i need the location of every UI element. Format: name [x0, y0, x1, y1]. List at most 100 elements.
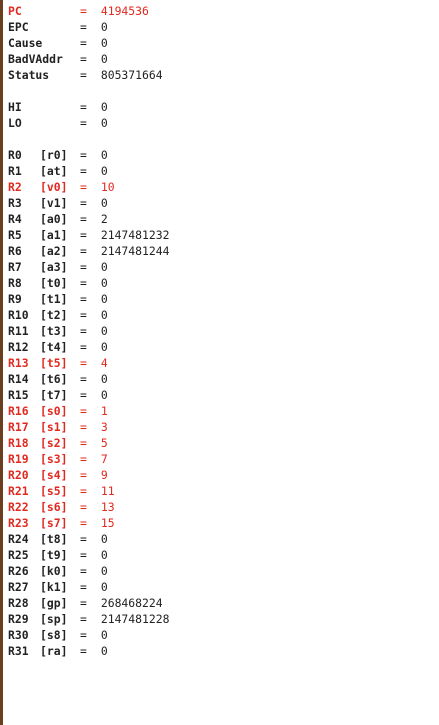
register-row-r17: R17 [s1] = 3: [8, 419, 439, 435]
equals-sign: =: [80, 276, 87, 290]
register-value: 0: [100, 308, 108, 322]
register-name: BadVAddr: [8, 52, 63, 66]
register-value: 0: [100, 388, 108, 402]
register-alias: [ra]: [40, 644, 68, 658]
special-registers: PC = 4194536 EPC = 0 Cause = 0 BadVAddr = 0 Stat…: [8, 3, 439, 83]
register-alias: [t7]: [40, 388, 68, 402]
register-name: R7: [8, 260, 22, 274]
equals-sign: =: [80, 500, 87, 514]
register-name: R1: [8, 164, 22, 178]
register-row-r3: R3 [v1] = 0: [8, 195, 439, 211]
register-row-r6: R6 [a2] = 2147481244: [8, 243, 439, 259]
register-name: R22: [8, 500, 29, 514]
register-panel: PC = 4194536 EPC = 0 Cause = 0 BadVAddr = 0 Stat…: [8, 3, 439, 659]
equals-sign: =: [80, 468, 87, 482]
register-name: R12: [8, 340, 29, 354]
register-row-r14: R14 [t6] = 0: [8, 371, 439, 387]
register-alias: [t9]: [40, 548, 68, 562]
register-name: R17: [8, 420, 29, 434]
equals-sign: =: [80, 452, 87, 466]
register-value: 0: [100, 292, 108, 306]
register-name: R11: [8, 324, 29, 338]
equals-sign: =: [80, 516, 87, 530]
register-value: 9: [100, 468, 108, 482]
equals-sign: =: [80, 228, 87, 242]
special-register-row: Status = 805371664: [8, 67, 439, 83]
equals-sign: =: [80, 404, 87, 418]
hilo-registers: HI = 0 LO = 0: [8, 99, 439, 131]
register-row-r23: R23 [s7] = 15: [8, 515, 439, 531]
equals-sign: =: [80, 324, 87, 338]
register-value: 3: [100, 420, 108, 434]
equals-sign: =: [80, 628, 87, 642]
register-alias: [s3]: [40, 452, 68, 466]
register-value: 0: [100, 36, 108, 50]
equals-sign: =: [80, 68, 87, 82]
equals-sign: =: [80, 116, 87, 130]
register-alias: [s6]: [40, 500, 68, 514]
register-value: 0: [100, 548, 108, 562]
register-value: 0: [100, 52, 108, 66]
register-alias: [s0]: [40, 404, 68, 418]
register-alias: [k1]: [40, 580, 68, 594]
hilo-register-row: HI = 0: [8, 99, 439, 115]
register-name: R13: [8, 356, 29, 370]
section-spacer: [8, 131, 439, 147]
register-alias: [k0]: [40, 564, 68, 578]
register-alias: [t0]: [40, 276, 68, 290]
register-alias: [s5]: [40, 484, 68, 498]
equals-sign: =: [80, 436, 87, 450]
register-value: 2147481232: [100, 228, 170, 242]
register-value: 0: [100, 564, 108, 578]
register-value: 0: [100, 116, 108, 130]
register-row-r26: R26 [k0] = 0: [8, 563, 439, 579]
register-value: 0: [100, 148, 108, 162]
section-spacer: [8, 83, 439, 99]
register-name: R18: [8, 436, 29, 450]
register-row-r30: R30 [s8] = 0: [8, 627, 439, 643]
special-register-row: BadVAddr = 0: [8, 51, 439, 67]
register-name: R19: [8, 452, 29, 466]
register-name: R26: [8, 564, 29, 578]
equals-sign: =: [80, 484, 87, 498]
register-value: 0: [100, 276, 108, 290]
register-name: R28: [8, 596, 29, 610]
register-value: 13: [100, 500, 115, 514]
register-name: R20: [8, 468, 29, 482]
register-alias: [t5]: [40, 356, 68, 370]
special-register-row: Cause = 0: [8, 35, 439, 51]
register-row-r4: R4 [a0] = 2: [8, 211, 439, 227]
register-value: 0: [100, 164, 108, 178]
register-alias: [t1]: [40, 292, 68, 306]
equals-sign: =: [80, 4, 87, 18]
register-alias: [a0]: [40, 212, 68, 226]
register-name: LO: [8, 116, 22, 130]
equals-sign: =: [80, 164, 87, 178]
equals-sign: =: [80, 340, 87, 354]
hilo-register-row: LO = 0: [8, 115, 439, 131]
equals-sign: =: [80, 292, 87, 306]
register-row-r29: R29 [sp] = 2147481228: [8, 611, 439, 627]
register-row-r31: R31 [ra] = 0: [8, 643, 439, 659]
register-value: 0: [100, 580, 108, 594]
register-row-r7: R7 [a3] = 0: [8, 259, 439, 275]
equals-sign: =: [80, 596, 87, 610]
equals-sign: =: [80, 420, 87, 434]
register-value: 0: [100, 628, 108, 642]
register-name: R21: [8, 484, 29, 498]
register-alias: [t2]: [40, 308, 68, 322]
register-alias: [v0]: [40, 180, 68, 194]
register-row-r15: R15 [t7] = 0: [8, 387, 439, 403]
register-value: 0: [100, 324, 108, 338]
register-row-r5: R5 [a1] = 2147481232: [8, 227, 439, 243]
register-alias: [s4]: [40, 468, 68, 482]
register-alias: [a3]: [40, 260, 68, 274]
register-name: Status: [8, 68, 50, 82]
register-alias: [t4]: [40, 340, 68, 354]
register-alias: [s2]: [40, 436, 68, 450]
register-name: R27: [8, 580, 29, 594]
general-registers: R0 [r0] = 0 R1 [at] = 0 R2 [v0] = 10 R3 [v1] = 0 R4[…: [8, 147, 439, 659]
register-alias: [t3]: [40, 324, 68, 338]
register-alias: [sp]: [40, 612, 68, 626]
special-register-row: EPC = 0: [8, 19, 439, 35]
